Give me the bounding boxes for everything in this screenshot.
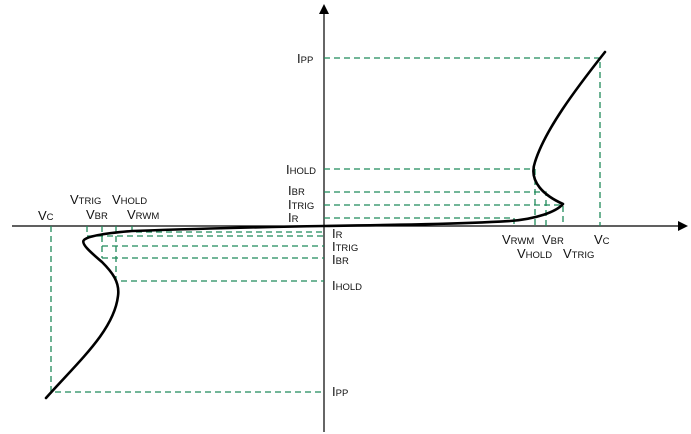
label-vtrig-neg: VTRIG bbox=[70, 192, 101, 207]
label-ibr-neg: IBR bbox=[332, 252, 349, 267]
guide-ir-pos bbox=[324, 217, 515, 226]
label-ihold-pos: IHOLD bbox=[286, 162, 316, 177]
label-ibr-pos: IBR bbox=[288, 183, 305, 198]
label-vc-neg: VC bbox=[38, 208, 54, 223]
label-vhold-pos: VHOLD bbox=[517, 246, 552, 261]
label-ipp-neg: IPP bbox=[332, 384, 348, 399]
guides-negative bbox=[50, 226, 324, 393]
label-ihold-neg: IHOLD bbox=[332, 278, 362, 293]
label-vbr-pos: VBR bbox=[542, 232, 564, 247]
label-vrwm-pos: VRWM bbox=[502, 232, 534, 247]
label-vbr-neg: VBR bbox=[86, 207, 108, 222]
guide-itrig-pos bbox=[324, 204, 564, 226]
guide-ipp-neg bbox=[50, 226, 324, 393]
label-ir-neg: IR bbox=[332, 226, 343, 241]
label-vtrig-pos: VTRIG bbox=[563, 246, 594, 261]
guide-ihold-neg bbox=[115, 226, 324, 282]
label-ir-pos: IR bbox=[288, 210, 299, 225]
label-vc-pos: VC bbox=[594, 232, 610, 247]
label-vrwm-neg: VRWM bbox=[127, 207, 159, 222]
label-itrig-pos: ITRIG bbox=[288, 197, 314, 212]
iv-curve bbox=[44, 50, 607, 400]
label-ipp-pos: IPP bbox=[297, 51, 313, 66]
label-vhold-neg: VHOLD bbox=[112, 192, 147, 207]
guide-itrig-neg bbox=[86, 226, 324, 237]
label-itrig-neg: ITRIG bbox=[332, 239, 358, 254]
